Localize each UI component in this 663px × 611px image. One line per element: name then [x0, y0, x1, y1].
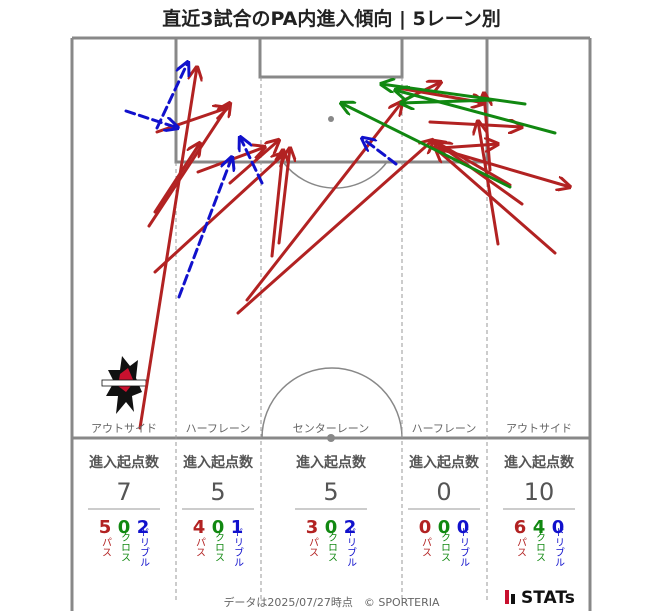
stat-label-out_left: 進入起点数	[89, 454, 160, 471]
stats-logo: STATs	[505, 588, 575, 608]
stat-sublabel-dribble-center: ドリブル	[345, 527, 357, 567]
chart-title: 直近3試合のPA内進入傾向 | 5レーン別	[162, 8, 501, 30]
stat-cross-out_left: 0	[118, 517, 131, 538]
dribble-arrow-29	[240, 137, 264, 185]
stat-cross-center: 0	[325, 517, 338, 538]
pass-arrow-7	[153, 153, 285, 274]
pass-arrow-8	[270, 150, 283, 258]
cross-arrow-23	[395, 90, 557, 135]
footer-note: データは2025/07/27時点 © SPORTERIA	[223, 596, 440, 609]
dribble-arrow-26	[124, 109, 178, 128]
dribble-arrow-27	[155, 62, 188, 130]
dribble-arrow-30	[362, 138, 398, 166]
lane-label-out_left: アウトサイド	[91, 422, 157, 435]
stat-sublabel-pass-center: パス	[307, 537, 319, 557]
stat-cross-out_right: 4	[533, 517, 546, 538]
lane-stats: 進入起点数75パス0クロス2ドリブル進入起点数54パス0クロス1ドリブル進入起点…	[88, 454, 575, 567]
stat-sublabel-cross-out_right: クロス	[534, 532, 545, 562]
stat-total-out_left: 7	[116, 478, 131, 506]
stat-sublabel-dribble-out_left: ドリブル	[138, 527, 150, 567]
pass-arrow-9	[277, 148, 290, 245]
stat-cross-half_right: 0	[438, 517, 451, 538]
stat-pass-half_left: 4	[193, 517, 206, 538]
stat-pass-out_left: 5	[99, 517, 112, 538]
stat-sublabel-pass-out_left: パス	[100, 537, 112, 557]
pass-arrow-5	[228, 140, 279, 185]
stat-total-out_right: 10	[524, 478, 555, 506]
stat-dribble-half_right: 0	[457, 517, 470, 538]
lane-label-half_left: ハーフレーン	[186, 422, 251, 435]
pass-arrow-11	[236, 140, 433, 315]
stat-total-half_left: 5	[210, 478, 225, 506]
stat-sublabel-pass-out_right: パス	[515, 537, 527, 557]
stat-pass-out_right: 6	[514, 517, 527, 538]
goal-area	[258, 36, 404, 79]
stat-sublabel-pass-half_right: パス	[420, 537, 432, 557]
stat-dribble-half_left: 1	[231, 517, 244, 538]
penalty-spot	[328, 116, 334, 122]
pass-arrow-2	[147, 103, 230, 228]
stat-sublabel-cross-center: クロス	[326, 532, 337, 562]
team-crest-icon	[101, 356, 147, 414]
stat-sublabel-cross-out_left: クロス	[119, 532, 130, 562]
stat-label-center: 進入起点数	[296, 454, 367, 471]
stat-cross-half_left: 0	[212, 517, 225, 538]
stat-sublabel-dribble-out_right: ドリブル	[553, 527, 565, 567]
stat-dribble-center: 2	[344, 517, 357, 538]
arrows-layer	[124, 62, 570, 430]
pass-arrow-10	[245, 102, 402, 302]
stat-pass-half_right: 0	[419, 517, 432, 538]
stat-total-half_right: 0	[436, 478, 451, 506]
stat-label-half_left: 進入起点数	[183, 454, 254, 471]
lane-label-half_right: ハーフレーン	[412, 422, 477, 435]
stat-sublabel-cross-half_left: クロス	[213, 532, 224, 562]
center-spot	[327, 434, 335, 442]
pass-arrow-14	[428, 122, 522, 127]
pass-arrow-4	[155, 108, 227, 134]
cross-arrow-25	[401, 100, 495, 103]
lane-labels: アウトサイド ハーフレーン センターレーン ハーフレーン アウトサイド	[91, 422, 572, 435]
center-circle-arc	[261, 367, 403, 439]
pass-arrow-3	[153, 143, 200, 214]
stat-dribble-out_right: 0	[552, 517, 565, 538]
stat-sublabel-dribble-half_left: ドリブル	[232, 527, 244, 567]
pass-arrow-17	[478, 121, 500, 246]
stat-sublabel-cross-half_right: クロス	[439, 532, 450, 562]
cross-arrow-24	[341, 103, 512, 189]
pass-arrow-18	[484, 93, 490, 172]
stat-label-half_right: 進入起点数	[409, 454, 480, 471]
pass-arrow-19	[436, 149, 557, 255]
stat-pass-center: 3	[306, 517, 319, 538]
dribble-arrow-28	[177, 157, 232, 299]
stat-sublabel-dribble-half_right: ドリブル	[458, 527, 470, 567]
lane-dividers	[175, 77, 488, 600]
lane-label-center: センターレーン	[293, 422, 369, 435]
penalty-arc	[282, 161, 388, 189]
stat-dribble-out_left: 2	[137, 517, 150, 538]
pass-arrow-1	[138, 67, 197, 430]
stat-total-center: 5	[323, 478, 338, 506]
lane-label-out_right: アウトサイド	[506, 422, 572, 435]
stat-sublabel-pass-half_left: パス	[194, 537, 206, 557]
stat-label-out_right: 進入起点数	[504, 454, 575, 471]
stats-logo-text: STATs	[521, 588, 575, 608]
pass-arrow-21	[438, 143, 512, 187]
